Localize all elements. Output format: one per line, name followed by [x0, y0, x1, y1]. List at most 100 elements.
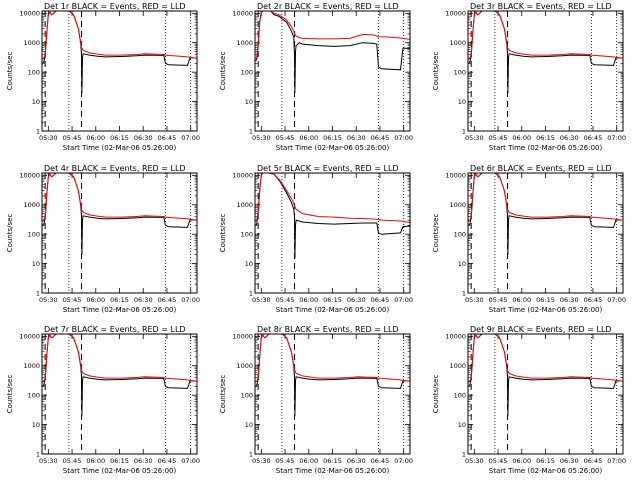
series-line-lld [468, 11, 623, 60]
y-tick-label: 1 [462, 450, 466, 458]
x-tick-label: 05:45 [276, 134, 295, 142]
x-tick-label: 06:30 [560, 457, 579, 465]
panel-title: Det 8r BLACK = Events, RED = LLD [257, 325, 399, 334]
detector-panel: Det 9r BLACK = Events, RED = LLD Counts/s… [432, 325, 626, 475]
series-line-events [255, 173, 410, 259]
x-tick-label: 05:45 [276, 296, 295, 304]
y-tick-label: 10000 [19, 333, 40, 341]
plot-frame [254, 10, 411, 132]
x-axis-label: Start Time (02-Mar-06 05:26:00) [276, 306, 390, 314]
y-tick-label: 1 [36, 127, 40, 135]
y-tick-label: 10 [458, 98, 466, 106]
y-tick-label: 10000 [232, 10, 253, 18]
plot-frame [467, 10, 624, 132]
panel-title: Det 2r BLACK = Events, RED = LLD [257, 2, 399, 11]
panel-title: Det 3r BLACK = Events, RED = LLD [470, 2, 612, 11]
series-line-events [468, 334, 623, 416]
y-tick-label: 10 [32, 421, 40, 429]
x-tick-label: 06:00 [86, 457, 105, 465]
x-tick-label: 07:00 [607, 296, 626, 304]
y-axis-label: Counts/sec [432, 52, 440, 91]
plot-frame [41, 172, 198, 294]
series-line-lld [255, 173, 410, 223]
series-line-events [255, 334, 410, 416]
x-tick-label: 06:30 [347, 296, 366, 304]
series-line-events [255, 11, 410, 93]
series-line-lld [42, 173, 197, 222]
x-tick-label: 06:00 [86, 296, 105, 304]
y-tick-label: 10000 [445, 333, 466, 341]
series-line-lld [468, 173, 623, 222]
x-tick-label: 05:30 [465, 457, 484, 465]
x-tick-label: 06:30 [134, 296, 153, 304]
x-tick-label: 06:15 [323, 134, 342, 142]
y-tick-label: 100 [454, 391, 466, 399]
y-tick-label: 1000 [23, 201, 40, 209]
x-tick-label: 05:45 [489, 134, 508, 142]
y-tick-label: 10000 [19, 10, 40, 18]
x-tick-label: 06:00 [512, 296, 531, 304]
series-line-lld [42, 11, 197, 60]
y-tick-label: 10000 [445, 10, 466, 18]
y-tick-label: 10 [245, 98, 253, 106]
panel-title: Det 9r BLACK = Events, RED = LLD [470, 325, 612, 334]
x-tick-label: 06:45 [371, 134, 390, 142]
y-tick-label: 100 [454, 68, 466, 76]
y-tick-label: 10 [32, 98, 40, 106]
series-line-lld [468, 334, 623, 383]
y-tick-label: 100 [28, 68, 40, 76]
x-tick-label: 06:15 [110, 134, 129, 142]
y-tick-label: 1 [462, 127, 466, 135]
series-line-events [42, 334, 197, 416]
y-tick-label: 1 [249, 450, 253, 458]
y-axis-label: Counts/sec [6, 52, 14, 91]
x-tick-label: 06:45 [371, 457, 390, 465]
y-tick-label: 1 [36, 289, 40, 297]
x-tick-label: 06:15 [536, 457, 555, 465]
x-axis-label: Start Time (02-Mar-06 05:26:00) [489, 144, 603, 152]
detector-panel: Det 8r BLACK = Events, RED = LLD Counts/s… [219, 325, 413, 475]
y-tick-label: 1000 [236, 362, 253, 370]
panel-title: Det 4r BLACK = Events, RED = LLD [44, 164, 186, 173]
y-tick-label: 1000 [449, 39, 466, 47]
x-tick-label: 06:45 [158, 134, 177, 142]
series-line-lld [42, 334, 197, 383]
x-tick-label: 06:45 [158, 457, 177, 465]
y-axis-label: Counts/sec [219, 214, 227, 253]
x-tick-label: 05:30 [39, 296, 58, 304]
x-tick-label: 06:00 [299, 296, 318, 304]
y-tick-label: 100 [241, 230, 253, 238]
detector-panel: Det 3r BLACK = Events, RED = LLD Counts/s… [432, 2, 626, 152]
x-tick-label: 07:00 [607, 457, 626, 465]
y-tick-label: 10000 [445, 172, 466, 180]
x-tick-label: 06:30 [560, 134, 579, 142]
x-tick-label: 06:15 [323, 457, 342, 465]
y-axis-label: Counts/sec [219, 375, 227, 414]
y-tick-label: 10000 [232, 172, 253, 180]
detector-panel: Det 4r BLACK = Events, RED = LLD Counts/s… [6, 164, 200, 314]
x-tick-label: 05:45 [489, 296, 508, 304]
detector-panel: Det 1r BLACK = Events, RED = LLD Counts/s… [6, 2, 200, 152]
detector-panel: Det 6r BLACK = Events, RED = LLD Counts/s… [432, 164, 626, 314]
x-tick-label: 07:00 [181, 457, 200, 465]
y-axis-label: Counts/sec [6, 375, 14, 414]
y-tick-label: 1000 [236, 201, 253, 209]
plot-frame [467, 172, 624, 294]
y-tick-label: 10000 [232, 333, 253, 341]
x-tick-label: 07:00 [394, 296, 413, 304]
x-tick-label: 06:30 [347, 457, 366, 465]
x-tick-label: 06:45 [584, 296, 603, 304]
x-tick-label: 05:45 [276, 457, 295, 465]
x-tick-label: 06:15 [536, 296, 555, 304]
x-tick-label: 06:45 [371, 296, 390, 304]
y-tick-label: 10000 [19, 172, 40, 180]
x-tick-label: 05:45 [63, 457, 82, 465]
x-tick-label: 06:45 [158, 296, 177, 304]
series-line-lld [255, 11, 410, 59]
x-tick-label: 06:00 [299, 457, 318, 465]
x-tick-label: 06:15 [323, 296, 342, 304]
x-tick-label: 05:45 [63, 134, 82, 142]
x-tick-label: 06:30 [347, 134, 366, 142]
panel-title: Det 7r BLACK = Events, RED = LLD [44, 325, 186, 334]
